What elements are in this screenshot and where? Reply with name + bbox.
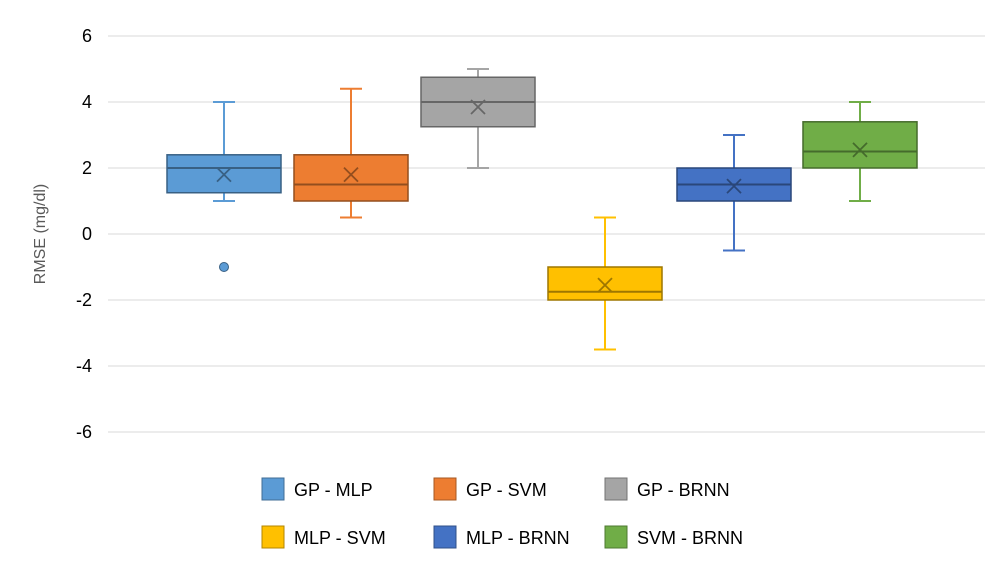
box-iqr	[293, 154, 409, 202]
legend-item: SVM - BRNN	[604, 525, 743, 549]
legend-swatch	[433, 525, 457, 549]
legend-label: GP - BRNN	[637, 480, 730, 500]
legend-label: GP - MLP	[294, 480, 373, 500]
mean-marker-b	[597, 277, 613, 293]
y-tick-label: 0	[82, 224, 92, 244]
legend-swatch	[604, 525, 628, 549]
mean-marker-b	[726, 178, 742, 194]
y-tick-label: -4	[76, 356, 92, 376]
legend-swatch	[433, 477, 457, 501]
legend-swatch	[261, 525, 285, 549]
legend-item: GP - BRNN	[604, 477, 730, 501]
legend-item: GP - MLP	[261, 477, 373, 501]
grid-layer	[108, 35, 985, 433]
box-3	[420, 68, 536, 169]
legend-label: GP - SVM	[466, 480, 547, 500]
legend-item: MLP - BRNN	[433, 525, 570, 549]
legend-item: MLP - SVM	[261, 525, 386, 549]
legend-item: GP - SVM	[433, 477, 547, 501]
legend-label: MLP - BRNN	[466, 528, 570, 548]
y-tick-label: -2	[76, 290, 92, 310]
y-tick-label: 2	[82, 158, 92, 178]
mean-marker-b	[216, 166, 232, 183]
legend-label: SVM - BRNN	[637, 528, 743, 548]
legend: GP - MLP GP - SVM GP - BRNN MLP - SVM MLP - …	[261, 477, 743, 549]
box-2	[293, 87, 409, 219]
box-6	[802, 101, 918, 202]
y-tick-label: 4	[82, 92, 92, 112]
y-tick-label: 6	[82, 26, 92, 46]
legend-swatch	[604, 477, 628, 501]
axis-layer: 6 4 2 0 -2 -4 -6 RMSE (mg/dl)	[32, 26, 92, 442]
legend-label: MLP - SVM	[294, 528, 386, 548]
y-tick-label: -6	[76, 422, 92, 442]
mean-marker-b	[852, 142, 868, 158]
box-iqr	[802, 121, 918, 169]
mean-marker-b	[470, 99, 486, 115]
box-1	[166, 101, 282, 272]
legend-swatch	[261, 477, 285, 501]
box-4	[547, 216, 663, 351]
box-iqr	[547, 266, 663, 301]
y-axis-title: RMSE (mg/dl)	[32, 184, 49, 284]
box-5	[676, 134, 792, 252]
mean-marker-b	[343, 166, 359, 183]
box-layer	[166, 68, 918, 351]
outlier-point	[219, 262, 229, 272]
